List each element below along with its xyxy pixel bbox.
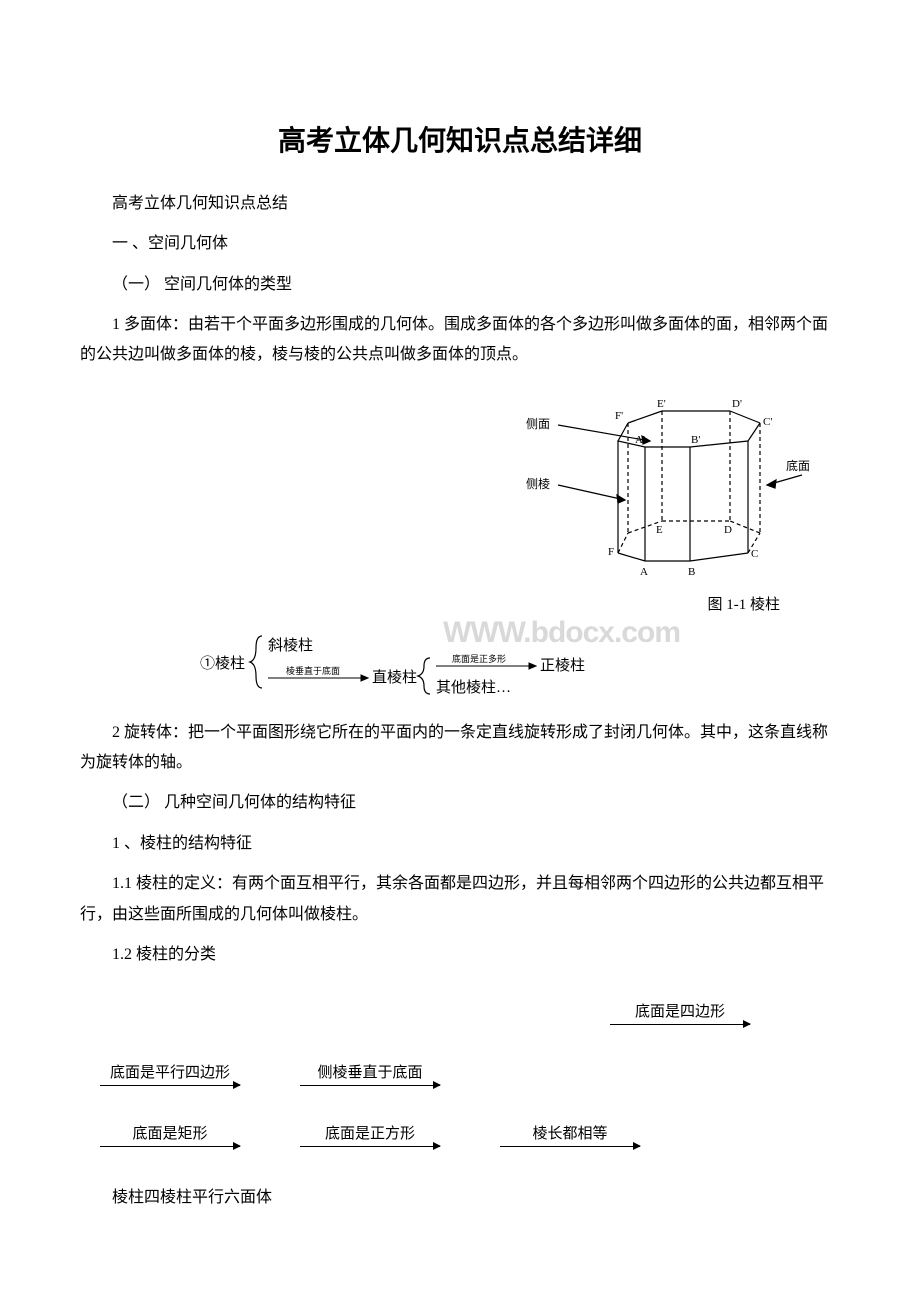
prism-svg: 侧面 侧棱 底面 <box>520 385 820 585</box>
arrow-grid: 底面是四边形 底面是平行四边形 侧棱垂直于底面 底面是矩形 底面是正方形 <box>100 1000 840 1157</box>
vertex-Dp: D' <box>732 398 742 410</box>
section-1-1: 1.1 棱柱的定义：有两个面互相平行，其余各面都是四边形，并且每相邻两个四边形的… <box>80 869 840 930</box>
formula-top-branch: 斜棱柱 <box>268 637 313 654</box>
arrow-r2c2: 侧棱垂直于底面 <box>300 1061 440 1096</box>
arrow-label: 侧棱垂直于底面 <box>300 1061 440 1082</box>
formula-mid-node: 直棱柱 <box>372 669 417 686</box>
label-side-edge: 侧棱 <box>526 476 550 491</box>
vertex-Fp: F' <box>615 410 623 422</box>
vertex-F: F <box>608 546 614 558</box>
formula-mid-top-arrow-label: 底面是正多形 <box>452 653 506 664</box>
arrow-r3c3: 棱长都相等 <box>500 1122 640 1157</box>
arrow-r2c1: 底面是平行四边形 <box>100 1061 240 1096</box>
formula-lead-num: ① <box>200 655 215 672</box>
arrow-icon <box>610 1024 750 1035</box>
vertex-B: B <box>688 566 695 578</box>
formula-svg: ①棱柱 斜棱柱 棱垂直于底面 直棱柱 <box>200 626 720 698</box>
heading-2-sub: （二） 几种空间几何体的结构特征 <box>80 788 840 818</box>
vertex-Cp: C' <box>763 416 772 428</box>
arrow-icon <box>300 1146 440 1157</box>
figure-1-caption: 图 1-1 棱柱 <box>80 593 840 614</box>
figure-prism: 侧面 侧棱 底面 <box>80 385 840 585</box>
heading-1-sub: （一） 空间几何体的类型 <box>80 270 840 300</box>
arrow-label: 底面是矩形 <box>100 1122 240 1143</box>
arrow-icon <box>500 1146 640 1157</box>
formula-bottom-arrow-label: 棱垂直于底面 <box>286 665 340 676</box>
arrow-label: 底面是平行四边形 <box>100 1061 240 1082</box>
vertex-A: A <box>640 566 648 578</box>
heading-1: 一 、空间几何体 <box>80 229 840 259</box>
vertex-Bp: B' <box>691 434 700 446</box>
arrow-label: 底面是四边形 <box>610 1000 750 1021</box>
subtitle: 高考立体几何知识点总结 <box>80 189 840 219</box>
vertex-C: C <box>751 548 758 560</box>
arrow-icon <box>100 1085 240 1096</box>
arrow-r3c1: 底面是矩形 <box>100 1122 240 1157</box>
document-page: 高考立体几何知识点总结详细 高考立体几何知识点总结 一 、空间几何体 （一） 空… <box>0 0 920 1264</box>
bottom-line: 棱柱四棱柱平行六面体 <box>80 1183 840 1213</box>
arrow-r1c1: 底面是四边形 <box>610 1000 750 1035</box>
arrow-label: 棱长都相等 <box>500 1122 640 1143</box>
vertex-E: E <box>656 524 663 536</box>
vertex-Ap: A' <box>635 434 645 446</box>
paragraph-2: 2 旋转体：把一个平面图形绕它所在的平面内的一条定直线旋转形成了封闭几何体。其中… <box>80 718 840 779</box>
section-1-2: 1.2 棱柱的分类 <box>80 940 840 970</box>
arrow-icon <box>300 1085 440 1096</box>
formula-mid-top-target: 正棱柱 <box>540 657 585 674</box>
vertex-Ep: E' <box>657 398 666 410</box>
arrow-label: 底面是正方形 <box>300 1122 440 1143</box>
formula-lead: 棱柱 <box>215 655 245 672</box>
formula-mid-bottom: 其他棱柱… <box>436 679 511 696</box>
arrow-icon <box>100 1146 240 1157</box>
svg-text:①棱柱: ①棱柱 <box>200 655 245 672</box>
section-1: 1 、棱柱的结构特征 <box>80 829 840 859</box>
label-base-face: 底面 <box>786 458 810 473</box>
paragraph-1: 1 多面体：由若干个平面多边形围成的几何体。围成多面体的各个多边形叫做多面体的面… <box>80 310 840 371</box>
formula-block: WWW.bdocx.com ①棱柱 斜棱柱 棱垂直于底面 直棱柱 <box>80 626 840 698</box>
arrow-r3c2: 底面是正方形 <box>300 1122 440 1157</box>
vertex-D: D <box>724 524 732 536</box>
label-side-face: 侧面 <box>526 417 550 431</box>
page-title: 高考立体几何知识点总结详细 <box>80 119 840 159</box>
